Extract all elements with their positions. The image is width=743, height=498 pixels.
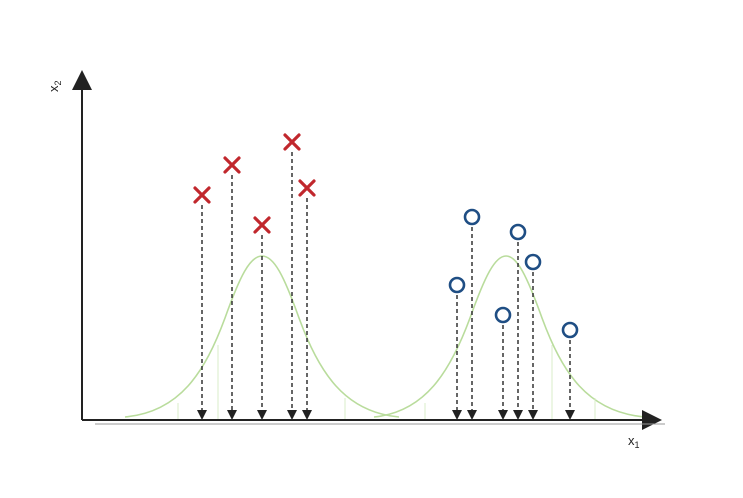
down-arrow-icon: [498, 410, 508, 420]
circle-marker-icon: [463, 208, 481, 226]
down-arrow-icon: [565, 410, 575, 420]
circle-marker-icon: [448, 276, 466, 294]
down-arrow-icon: [287, 410, 297, 420]
down-arrow-icon: [528, 410, 538, 420]
x-axis-label: x1: [628, 433, 640, 450]
down-arrow-icon: [257, 410, 267, 420]
circle-marker-icon: [509, 223, 527, 241]
down-arrow-icon: [227, 410, 237, 420]
gaussian-guides: [177, 345, 596, 420]
x-marker-icon: [253, 216, 271, 234]
down-arrow-icon: [467, 410, 477, 420]
data-markers: [193, 133, 579, 339]
x-marker-icon: [193, 186, 211, 204]
circle-marker-icon: [561, 321, 579, 339]
x-marker-icon: [283, 133, 301, 151]
down-arrow-icon: [197, 410, 207, 420]
down-arrow-icon: [452, 410, 462, 420]
gaussian-curve-right: [373, 255, 646, 418]
down-arrow-icon: [302, 410, 312, 420]
y-axis-label: x2: [46, 80, 63, 92]
circle-marker-icon: [494, 306, 512, 324]
down-arrow-icon: [513, 410, 523, 420]
projection-lines: [197, 152, 575, 420]
axes: [72, 70, 665, 430]
x-marker-icon: [298, 179, 316, 197]
circle-marker-icon: [524, 253, 542, 271]
x-marker-icon: [223, 156, 241, 174]
gaussian-curves: [124, 255, 646, 420]
